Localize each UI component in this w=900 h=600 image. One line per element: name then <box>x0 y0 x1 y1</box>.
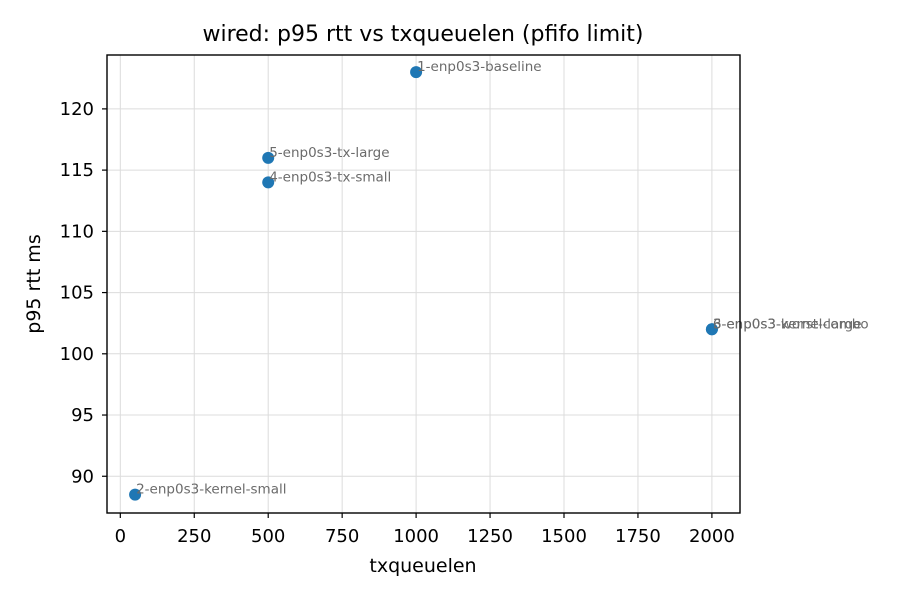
x-tick-label: 1250 <box>467 526 513 547</box>
point-label: 6-enp0s3-worst-combo <box>713 316 869 332</box>
chart-title: wired: p95 rtt vs txqueuelen (pfifo limi… <box>202 22 643 47</box>
y-tick-label: 105 <box>60 283 94 304</box>
y-tick-label: 115 <box>60 160 94 181</box>
x-tick-label: 2000 <box>689 526 735 547</box>
y-tick-label: 110 <box>60 221 94 242</box>
data-point <box>262 151 275 164</box>
y-axis-label: p95 rtt ms <box>23 234 45 333</box>
plot-frame <box>106 54 741 514</box>
data-point <box>262 176 275 189</box>
x-tick-label: 0 <box>115 526 126 547</box>
axis-ticks: 0 250 500 750 1000 1250 1500 1750 2000 90 95 100 105… <box>60 99 735 547</box>
x-tick-label: 750 <box>325 526 359 547</box>
point-label: 1-enp0s3-baseline <box>417 59 542 75</box>
x-axis-label: txqueuelen <box>369 555 476 577</box>
point-label: 4-enp0s3-tx-small <box>269 169 391 185</box>
point-label: 3-enp0s3-kernel-large <box>713 316 862 332</box>
x-tick-label: 1000 <box>393 526 439 547</box>
x-tick-label: 1750 <box>615 526 661 547</box>
grid-lines <box>107 55 740 513</box>
point-label: 5-enp0s3-tx-large <box>269 145 389 161</box>
x-tick-label: 250 <box>177 526 211 547</box>
y-tick-label: 95 <box>71 405 94 426</box>
x-tick-label: 500 <box>251 526 285 547</box>
x-tick-label: 1500 <box>541 526 587 547</box>
y-tick-label: 120 <box>60 99 94 120</box>
y-tick-label: 90 <box>71 466 94 487</box>
data-point <box>410 66 423 79</box>
data-point <box>129 488 142 501</box>
data-point <box>705 323 718 336</box>
point-label: 2-enp0s3-kernel-small <box>136 482 286 498</box>
data-points <box>129 66 718 501</box>
point-labels: 1-enp0s3-baseline 2-enp0s3-kernel-small 3-… <box>136 59 868 497</box>
y-tick-label: 100 <box>60 344 94 365</box>
